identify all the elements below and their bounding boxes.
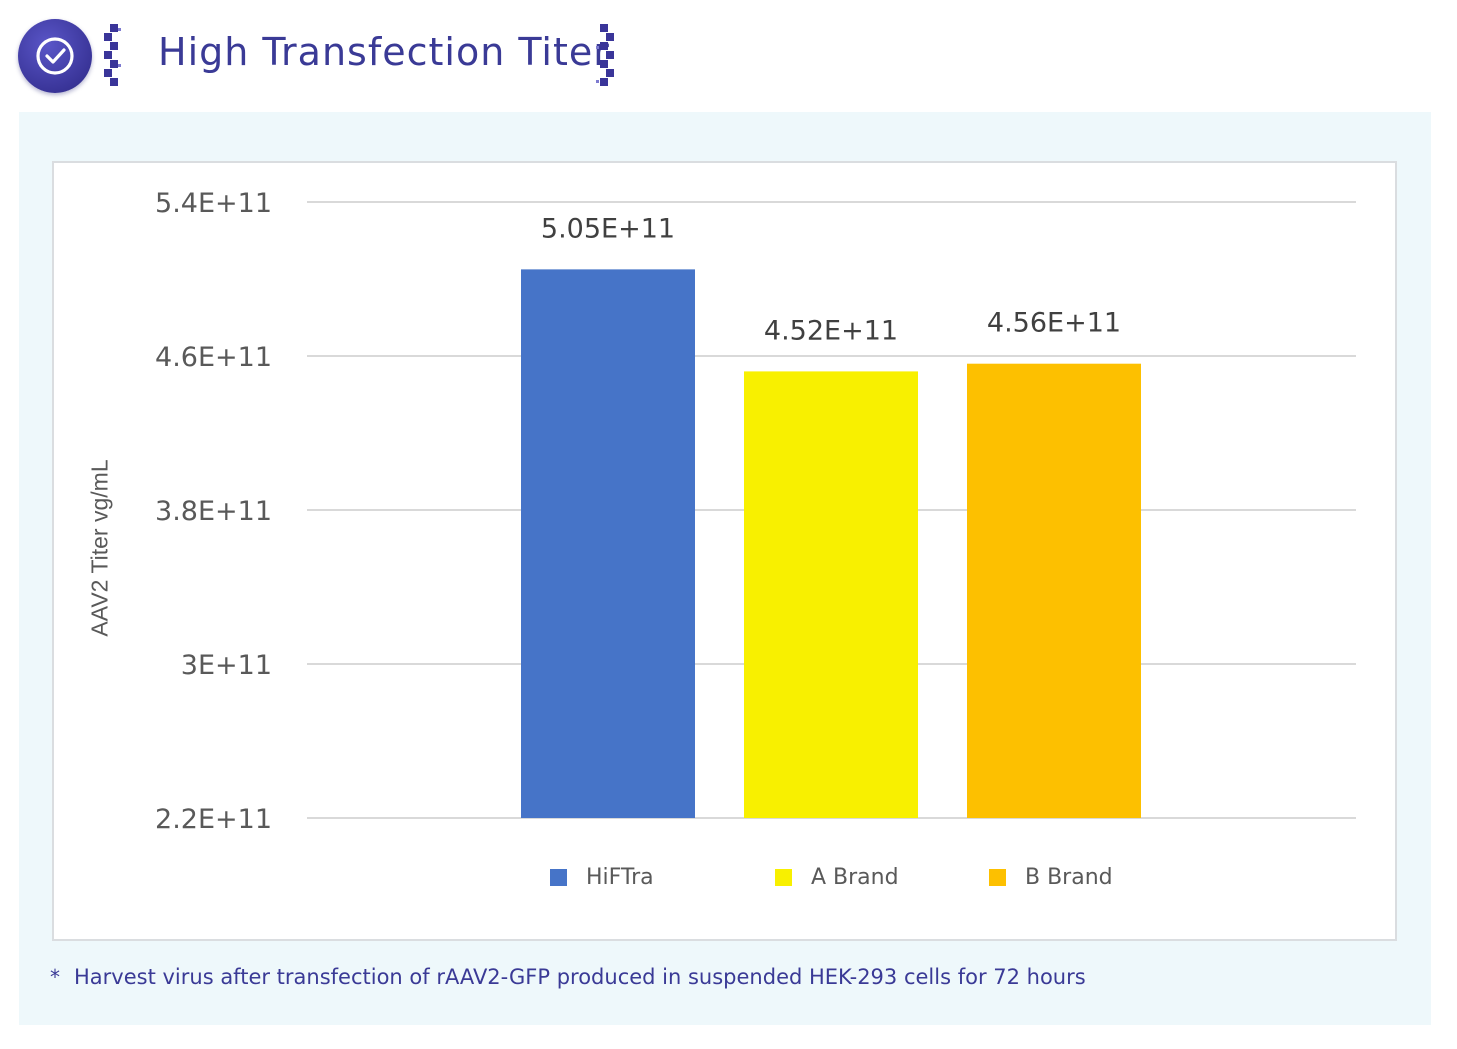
bar	[744, 371, 918, 818]
check-circle-icon	[18, 19, 92, 93]
footnote-text: Harvest virus after transfection of rAAV…	[74, 965, 1086, 989]
data-label: 5.05E+11	[541, 213, 675, 244]
legend-item-hiftra: HiFTra	[550, 862, 654, 892]
right-bracket-ornament	[596, 24, 614, 86]
header: High Transfection Titer	[0, 0, 1457, 110]
legend-swatch-b-brand	[989, 868, 1006, 886]
y-tick-label: 4.6E+11	[155, 342, 272, 373]
legend-label-b-brand: B Brand	[1025, 864, 1113, 890]
legend-label-a-brand: A Brand	[811, 864, 899, 890]
legend-swatch-a-brand	[775, 868, 792, 886]
legend-swatch-hiftra	[550, 868, 567, 886]
legend-label-hiftra: HiFTra	[586, 864, 654, 890]
y-tick-label: 3.8E+11	[155, 496, 272, 527]
data-label: 4.52E+11	[764, 315, 898, 346]
y-tick-label: 5.4E+11	[155, 188, 272, 219]
bar	[521, 269, 695, 818]
footnote: * Harvest virus after transfection of rAA…	[50, 965, 1086, 989]
y-axis-label: AAV2 Titer vg/mL	[86, 459, 113, 637]
y-tick-label: 3E+11	[181, 650, 272, 681]
y-tick-label: 2.2E+11	[155, 804, 272, 835]
page-title: High Transfection Titer	[158, 30, 610, 74]
bar	[967, 363, 1141, 818]
legend-item-a-brand: A Brand	[775, 862, 899, 892]
footnote-marker: *	[50, 965, 60, 989]
chart-frame	[52, 161, 1397, 941]
data-label: 4.56E+11	[987, 308, 1121, 339]
legend-item-b-brand: B Brand	[989, 862, 1113, 892]
left-bracket-ornament	[104, 24, 121, 86]
